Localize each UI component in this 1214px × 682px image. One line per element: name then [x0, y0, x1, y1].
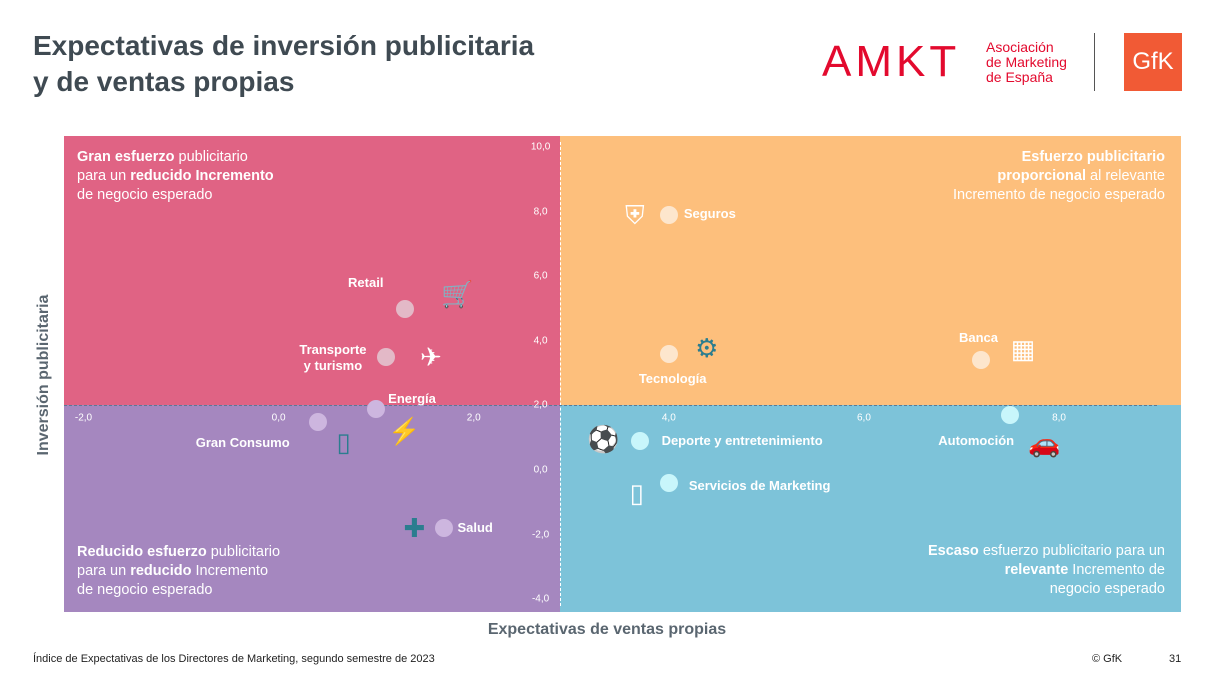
y-tick-label: -4,0	[531, 593, 550, 605]
quadrant-chart: Gran esfuerzo publicitario para un reduc…	[64, 136, 1181, 612]
qt-text: publicitario	[206, 544, 281, 560]
smartphone-icon: ▯	[629, 477, 644, 508]
amkt-sub-line: de Marketing	[986, 54, 1067, 70]
amkt-sub-line: de España	[986, 69, 1053, 85]
qt-text: de negocio esperado	[77, 582, 213, 598]
shopping-cart-icon: 🛒	[441, 278, 474, 309]
qt-bold: Esfuerzo publicitario	[1021, 149, 1165, 165]
point-label: Energía	[388, 390, 436, 406]
page-number: 31	[1169, 653, 1182, 665]
y-tick-label: 0,0	[533, 464, 548, 476]
shield-icon: ⛨	[625, 200, 645, 231]
point-label: Banca	[959, 330, 999, 346]
data-point	[659, 473, 678, 492]
point-label: Gran Consumo	[195, 434, 290, 450]
bottle-icon: ▯	[336, 426, 351, 457]
qt-bold: Escaso	[928, 543, 979, 559]
data-point	[659, 206, 678, 225]
point-label: Seguros	[683, 206, 736, 222]
point-label: Servicios de Marketing	[688, 477, 831, 493]
quadrant-text-top-right: Esfuerzo publicitario proporcional al re…	[953, 148, 1165, 205]
x-tick-label: 2,0	[466, 412, 481, 424]
x-tick-label: 4,0	[661, 412, 676, 424]
logo-divider	[1094, 33, 1095, 91]
medicine-icon: ✚	[403, 513, 426, 544]
y-axis-label: Inversión publicitaria	[35, 294, 52, 456]
calculator-icon: ▦	[1010, 334, 1036, 365]
footer-source: Índice de Expectativas de los Directores…	[33, 653, 435, 665]
gfk-logo: GfK	[1124, 33, 1182, 91]
page-title: Expectativas de inversión publicitaria y…	[33, 28, 534, 100]
y-tick-label: 6,0	[533, 270, 548, 282]
qt-text: publicitario	[174, 149, 248, 165]
x-tick-label: 6,0	[856, 412, 871, 424]
point-label: Automoción	[938, 433, 1015, 449]
quadrant-text-top-left: Gran esfuerzo publicitario para un reduc…	[77, 148, 274, 205]
car-icon: 🚗	[1028, 428, 1061, 459]
y-tick-label: 10,0	[530, 141, 551, 153]
data-point	[367, 399, 386, 418]
amkt-logo: AMKT	[822, 37, 961, 86]
x-axis-line	[64, 405, 1157, 407]
qt-text: para un	[77, 563, 131, 579]
qt-bold: reducido	[130, 563, 192, 579]
quadrant-bottom-left	[64, 405, 560, 612]
x-axis-label: Expectativas de ventas propias	[487, 621, 727, 638]
quadrant-text-bottom-left: Reducido esfuerzo publicitario para un r…	[77, 543, 280, 600]
point-label: Tecnología	[638, 370, 707, 386]
film-reel-icon: ⚽	[587, 423, 620, 454]
qt-text: Incremento de	[1068, 562, 1165, 578]
qt-text: esfuerzo publicitario para un	[978, 543, 1165, 559]
x-tick-label: -2,0	[74, 412, 93, 424]
qt-bold: Gran esfuerzo	[77, 149, 175, 165]
y-tick-label: -2,0	[531, 529, 550, 541]
qt-bold: Reducido esfuerzo	[77, 544, 207, 560]
data-point	[435, 519, 454, 538]
amkt-logo-subtitle: Asociación de Marketing de España	[986, 40, 1067, 85]
y-tick-label: 2,0	[533, 399, 548, 411]
qt-text: Incremento de negocio esperado	[952, 187, 1165, 203]
qt-text: para un	[77, 168, 131, 184]
y-tick-label: 8,0	[533, 206, 548, 218]
chip-icon: ⚙	[695, 332, 719, 363]
qt-bold: proporcional	[997, 168, 1086, 184]
airplane-icon: ✈	[420, 342, 442, 373]
qt-text: de negocio esperado	[77, 187, 213, 203]
qt-bold: relevante	[1004, 562, 1069, 578]
point-label: Salud	[457, 520, 493, 536]
y-tick-label: 4,0	[533, 335, 548, 347]
power-tower-icon: ⚡	[387, 415, 421, 446]
data-point	[972, 351, 990, 370]
y-axis-line	[559, 142, 561, 606]
title-line-2: y de ventas propias	[33, 66, 295, 97]
quadrant-text-bottom-right: Escaso esfuerzo publicitario para un rel…	[928, 542, 1165, 599]
data-point	[1001, 406, 1020, 425]
quadrant-top-left	[64, 136, 560, 406]
qt-text: al relevante	[1086, 168, 1165, 184]
data-point	[376, 348, 395, 367]
qt-bold: reducido Incremento	[130, 168, 274, 184]
point-label: Retail	[348, 274, 384, 290]
point-label: Transporte y turismo	[299, 342, 367, 374]
data-point	[630, 431, 649, 450]
quadrant-bottom-right	[559, 405, 1181, 612]
footer-copyright: © GfK	[1092, 653, 1123, 665]
x-tick-label: 0,0	[271, 412, 286, 424]
data-point	[308, 412, 327, 431]
qt-text: negocio esperado	[1049, 581, 1165, 597]
x-tick-label: 8,0	[1052, 412, 1066, 424]
qt-text: Incremento	[191, 563, 269, 579]
data-point	[396, 299, 415, 318]
title-line-1: Expectativas de inversión publicitaria	[33, 30, 535, 61]
point-label: Deporte y entretenimiento	[661, 432, 823, 448]
amkt-sub-line: Asociación	[986, 39, 1054, 55]
data-point	[659, 344, 678, 363]
